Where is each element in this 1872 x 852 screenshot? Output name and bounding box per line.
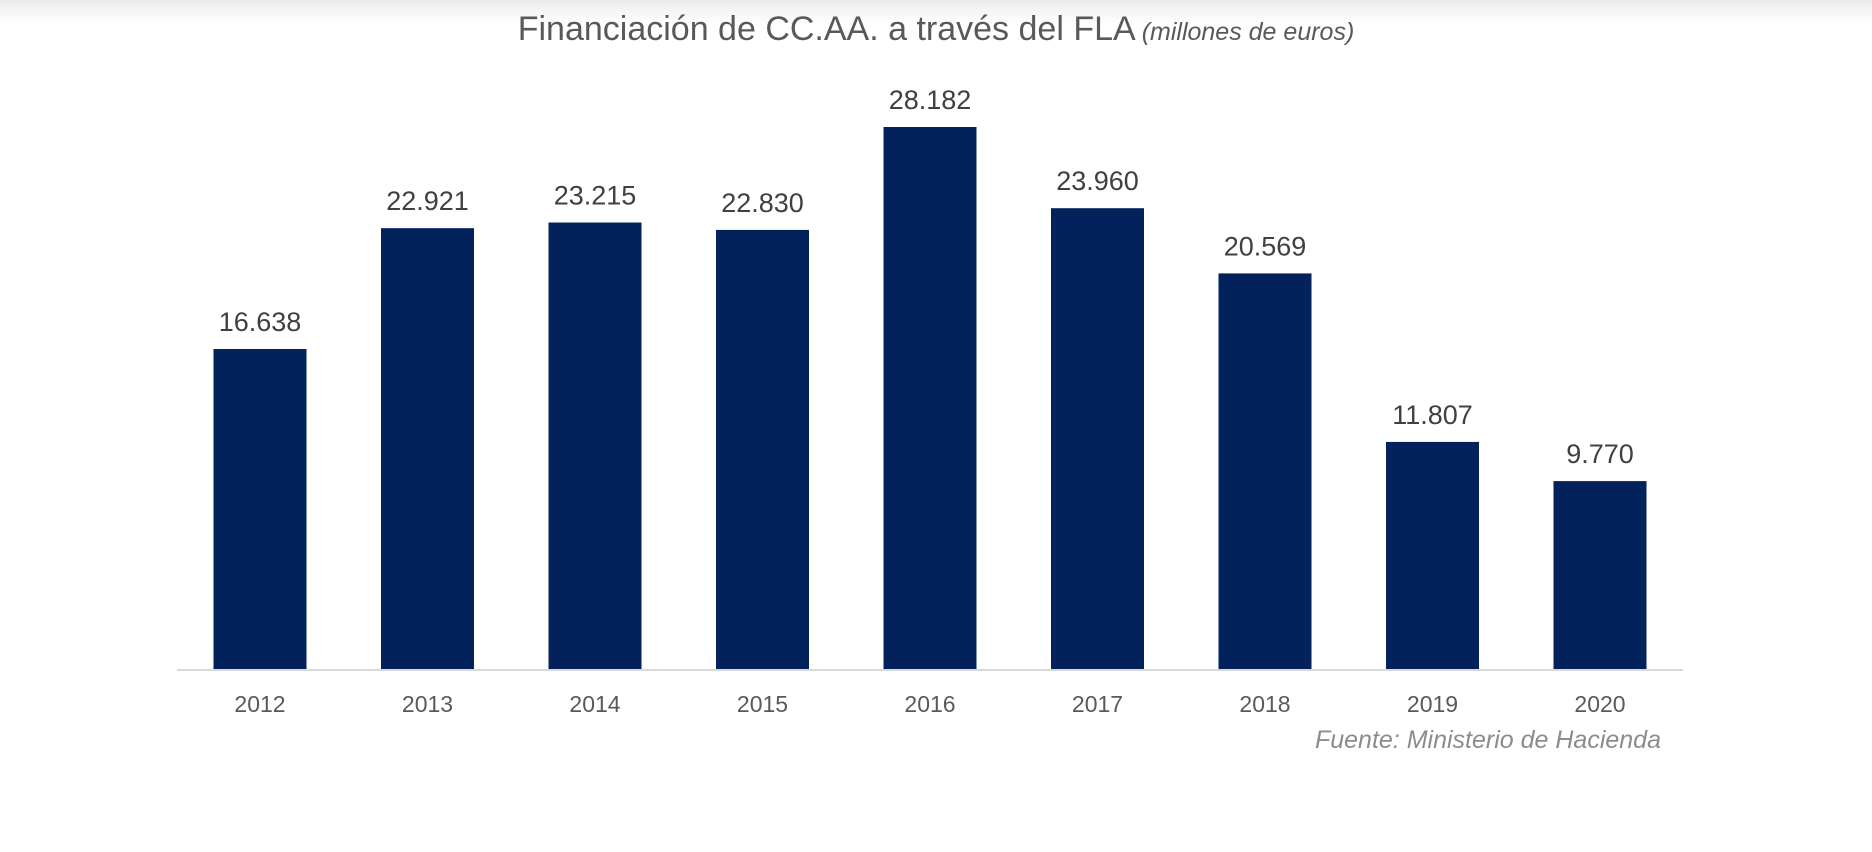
bar-2017	[1051, 208, 1144, 670]
x-tick-label-2014: 2014	[569, 691, 620, 717]
bar-2016	[883, 127, 977, 669]
data-label-2013: 22.921	[386, 186, 469, 216]
top-shadow	[0, 0, 1872, 26]
x-tick-label-2020: 2020	[1574, 691, 1625, 717]
bar-2020	[1553, 481, 1647, 669]
data-label-2016: 28.182	[889, 85, 972, 115]
x-tick-label-2019: 2019	[1407, 691, 1458, 717]
bar-2019	[1386, 441, 1479, 669]
data-label-2014: 23.215	[554, 181, 637, 211]
chart-title-block: Financiación de CC.AA. a través del FLA(…	[0, 10, 1872, 49]
bar-2014	[548, 222, 642, 670]
source-note: Fuente: Ministerio de Hacienda	[1314, 726, 1661, 754]
bar-2013	[381, 228, 474, 670]
x-tick-label-2013: 2013	[402, 691, 453, 717]
x-tick-label-2017: 2017	[1072, 691, 1123, 717]
bar-2015	[716, 229, 809, 670]
chart-subtitle: (millones de euros)	[1141, 18, 1355, 46]
data-label-2012: 16.638	[219, 307, 302, 337]
x-tick-label-2016: 2016	[904, 691, 955, 717]
data-label-2015: 22.830	[721, 188, 804, 218]
chart-title: Financiación de CC.AA. a través del FLA	[517, 10, 1136, 48]
x-tick-label-2018: 2018	[1239, 691, 1290, 717]
x-tick-label-2015: 2015	[737, 691, 788, 717]
bar-2018	[1218, 273, 1312, 669]
data-label-2017: 23.960	[1056, 166, 1139, 196]
data-label-2020: 9.770	[1566, 439, 1634, 469]
data-label-2018: 20.569	[1224, 231, 1307, 261]
bar-2012	[213, 349, 307, 669]
x-tick-label-2012: 2012	[234, 691, 285, 717]
data-label-2019: 11.807	[1392, 400, 1473, 430]
